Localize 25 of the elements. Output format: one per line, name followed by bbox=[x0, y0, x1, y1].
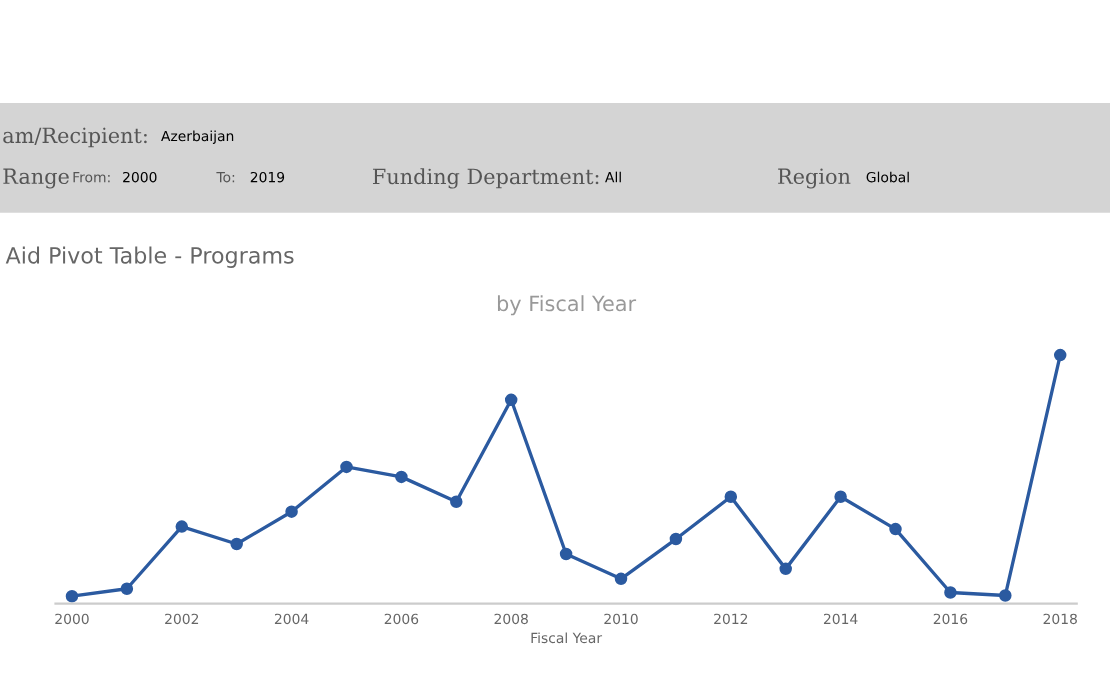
point bbox=[120, 582, 134, 596]
text: Funding Department: bbox=[373, 168, 599, 189]
point bbox=[340, 460, 353, 474]
point bbox=[1053, 348, 1067, 362]
point bbox=[559, 547, 573, 561]
chart-subtitle: by Fiscal Year bbox=[497, 295, 637, 316]
point bbox=[999, 589, 1012, 602]
point bbox=[230, 537, 243, 551]
point bbox=[450, 495, 463, 508]
chart-title: Aid Pivot Table - Programs bbox=[5, 246, 294, 268]
point bbox=[65, 589, 79, 603]
text: am/Recipient: bbox=[3, 127, 147, 148]
point bbox=[614, 572, 628, 586]
text: Region bbox=[778, 168, 851, 189]
point bbox=[889, 522, 902, 536]
point bbox=[395, 470, 408, 484]
point bbox=[504, 393, 518, 407]
point bbox=[944, 586, 957, 599]
point bbox=[724, 490, 738, 504]
point bbox=[285, 505, 298, 518]
text: Range bbox=[3, 168, 69, 189]
point bbox=[175, 520, 189, 533]
point bbox=[779, 562, 792, 576]
point bbox=[834, 490, 847, 504]
point bbox=[669, 532, 683, 546]
